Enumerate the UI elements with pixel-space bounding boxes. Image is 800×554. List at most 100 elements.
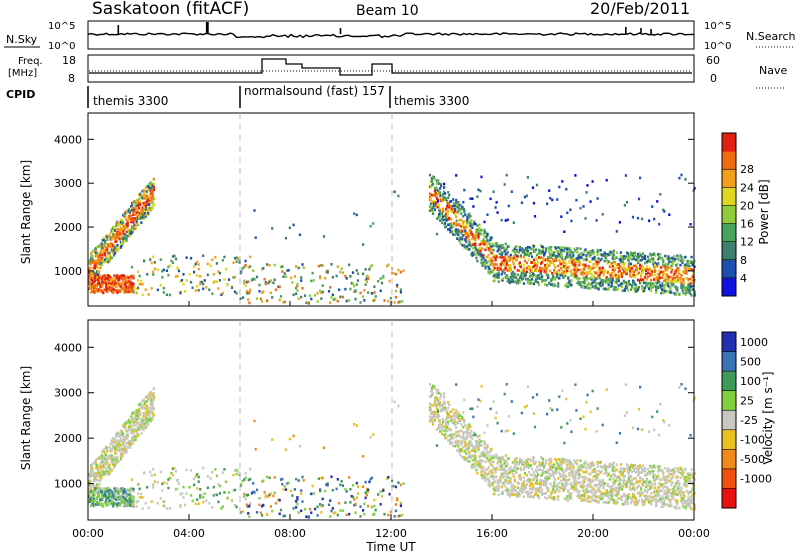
- velocity-cell: [430, 410, 434, 413]
- power-cell: [532, 273, 536, 277]
- power-cell: [648, 287, 651, 291]
- power-cell: [479, 249, 482, 253]
- power-cell: [99, 266, 102, 270]
- power-cell: [505, 252, 508, 256]
- power-cell: [484, 248, 487, 252]
- power-cell: [133, 218, 136, 222]
- velocity-cell: [145, 419, 149, 422]
- power-cell: [556, 273, 559, 276]
- power-cell: [431, 212, 435, 215]
- power-cell: [612, 288, 615, 291]
- power-cell: [581, 285, 584, 289]
- power-cell: [672, 262, 675, 265]
- power-cell: [114, 251, 117, 255]
- power-cell: [659, 256, 662, 260]
- power-cell: [561, 270, 564, 273]
- velocity-cell: [520, 411, 523, 415]
- power-cell: [351, 282, 355, 286]
- velocity-cell: [97, 486, 100, 490]
- power-cell: [549, 196, 552, 200]
- velocity-cell: [453, 422, 456, 425]
- power-cell: [689, 223, 692, 226]
- power-cell: [123, 237, 126, 240]
- velocity-cell: [517, 462, 520, 466]
- power-cell: [562, 262, 565, 265]
- power-cell: [151, 194, 154, 198]
- power-cell: [397, 268, 400, 272]
- velocity-cell: [438, 402, 441, 406]
- power-cell: [656, 281, 659, 285]
- velocity-cell: [171, 467, 174, 470]
- power-cell: [562, 259, 565, 263]
- velocity-cell: [129, 503, 132, 507]
- power-cell: [232, 276, 235, 279]
- velocity-cell: [261, 504, 264, 508]
- power-cell: [365, 277, 368, 281]
- power-cell: [161, 269, 164, 273]
- power-cell: [684, 178, 687, 181]
- velocity-cell: [93, 460, 96, 464]
- velocity-cell: [480, 473, 483, 477]
- power-cell: [683, 288, 686, 291]
- power-cell: [449, 226, 452, 230]
- power-cell: [657, 262, 660, 265]
- power-cell: [585, 254, 588, 258]
- velocity-cell: [439, 426, 442, 430]
- velocity-cell: [258, 503, 261, 507]
- power-cell: [492, 244, 495, 248]
- velocity-cell: [377, 493, 380, 496]
- power-cell: [686, 264, 689, 267]
- power-cell: [402, 269, 405, 273]
- power-cell: [445, 216, 448, 220]
- power-cell: [531, 247, 535, 250]
- power-cell: [162, 291, 165, 294]
- power-cell: [560, 215, 563, 218]
- power-cell: [461, 230, 464, 233]
- power-cell: [566, 251, 569, 254]
- velocity-cell: [450, 428, 453, 432]
- power-cell: [136, 204, 140, 208]
- power-cell: [601, 282, 604, 285]
- power-cell: [584, 217, 587, 220]
- power-cell: [485, 236, 488, 239]
- velocity-cell: [459, 449, 462, 453]
- velocity-cell: [463, 398, 466, 402]
- power-cell: [621, 259, 624, 262]
- power-cell: [644, 254, 647, 258]
- velocity-cell: [439, 401, 442, 404]
- power-cell: [649, 252, 652, 256]
- velocity-scatter-cells: [88, 383, 696, 519]
- power-cell: [248, 291, 251, 294]
- power-cell: [614, 266, 617, 270]
- velocity-cell: [266, 475, 269, 479]
- velocity-cell: [106, 462, 109, 465]
- power-cell: [623, 289, 626, 292]
- velocity-cell: [136, 433, 140, 436]
- power-cell: [609, 250, 612, 254]
- power-cell: [517, 250, 520, 254]
- power-cell: [670, 291, 673, 294]
- velocity-cell: [448, 428, 451, 432]
- power-cell: [585, 278, 588, 282]
- power-cell: [101, 238, 104, 242]
- velocity-cell: [145, 394, 149, 398]
- power-cell: [515, 250, 518, 254]
- velocity-cell: [471, 463, 474, 467]
- power-cell: [685, 287, 688, 291]
- power-cell: [235, 260, 238, 263]
- power-cell: [656, 276, 659, 279]
- power-cell: [452, 207, 455, 211]
- velocity-cell: [394, 485, 397, 489]
- velocity-cell: [217, 483, 220, 486]
- power-cell: [535, 258, 539, 261]
- power-cell: [335, 274, 338, 278]
- velocity-cell: [145, 404, 149, 408]
- power-cell: [111, 277, 114, 281]
- velocity-cell: [351, 484, 355, 487]
- velocity-cell: [152, 483, 155, 486]
- velocity-cell: [458, 441, 461, 444]
- velocity-cell: [114, 492, 117, 496]
- power-cell: [364, 268, 367, 271]
- power-cell: [461, 237, 464, 241]
